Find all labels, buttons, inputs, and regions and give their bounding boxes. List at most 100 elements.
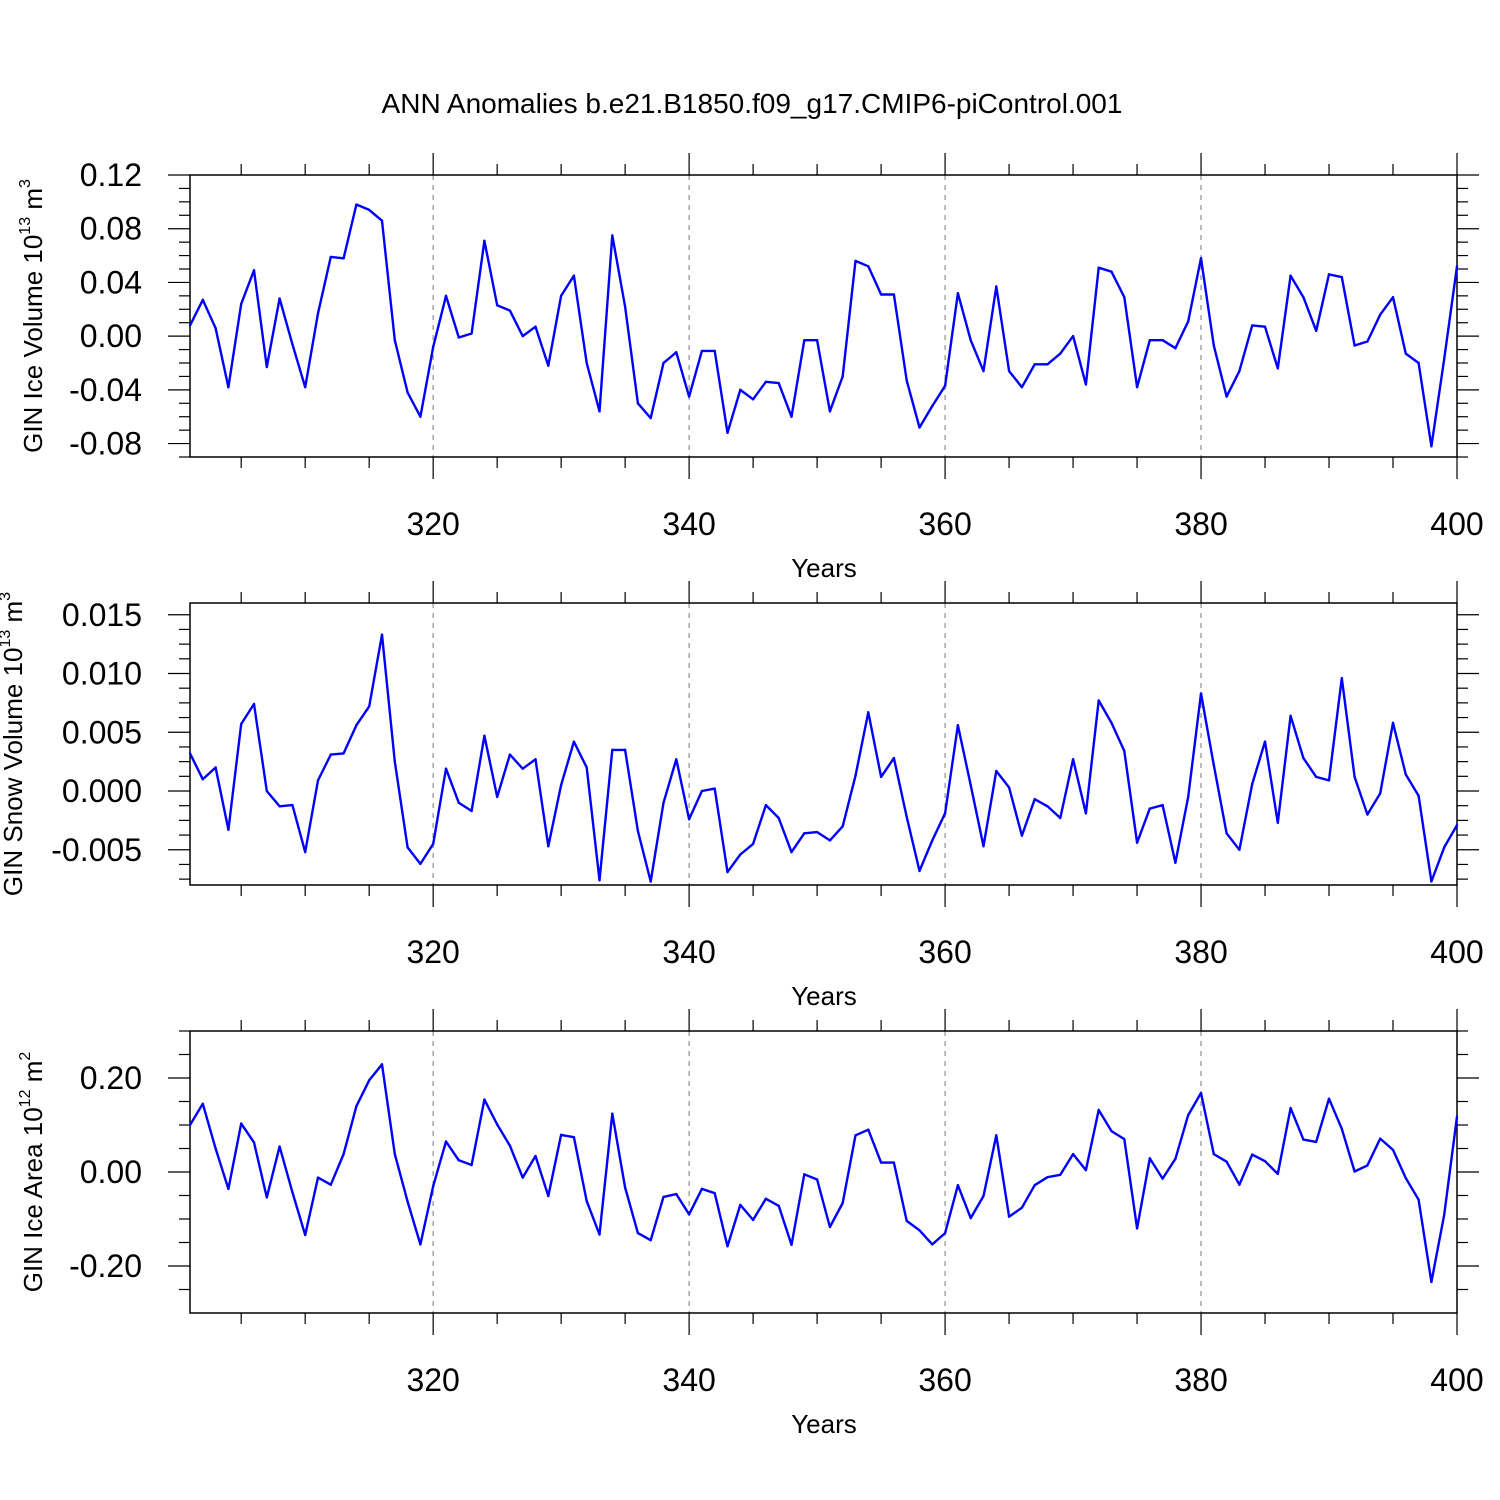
data-point [419,1243,422,1246]
data-point [1097,1108,1100,1112]
data-point [739,388,742,392]
data-point [559,294,563,298]
y-axis-label: GIN Ice Area 1012 m2 [17,1052,48,1293]
data-point [252,702,256,706]
data-point [662,801,665,804]
data-point [649,1238,652,1242]
data-point [982,1194,985,1198]
y-tick-label: 0.010 [62,656,142,692]
data-point [521,334,524,338]
data-point [316,779,320,782]
data-point [918,1229,921,1232]
x-tick-label: 360 [918,934,971,970]
data-point [1315,775,1318,779]
data-point [227,1187,230,1191]
data-point [1033,798,1036,801]
data-point [1148,338,1152,342]
data-point [956,1183,960,1187]
data-point [892,293,896,296]
data-point [572,740,576,743]
data-point [751,842,755,846]
data-point [534,758,537,761]
data-point [662,1195,665,1199]
data-point [1225,395,1228,398]
data-point [687,818,691,821]
data-point [1097,699,1100,702]
data-point [1263,1159,1267,1163]
data-point [1199,257,1203,260]
data-point [431,345,435,349]
data-point [1161,803,1164,807]
data-point [1007,786,1011,789]
x-tick-label: 340 [662,934,715,970]
data-point [1161,1177,1164,1180]
data-point [393,760,396,763]
plot-frame [189,174,1458,458]
data-point [969,338,972,342]
data-point [751,398,755,401]
data-point [214,766,217,769]
data-point [687,395,691,398]
data-point [931,839,934,842]
data-point [342,1152,345,1156]
data-point [611,1112,614,1115]
data-point [201,1102,204,1106]
data-point [1238,848,1241,851]
data-point [444,294,448,298]
data-point [1417,794,1420,797]
data-point [1276,821,1280,824]
data-point [303,850,307,854]
data-point [457,336,460,339]
data-point [1212,1152,1216,1156]
data-point [982,845,985,848]
x-tick-label: 380 [1174,934,1227,970]
data-point [1455,823,1459,827]
data-point [1430,445,1433,448]
data-point [675,351,678,354]
data-point [828,410,832,413]
data-point [1302,1138,1305,1141]
data-point [470,332,473,335]
data-point [1276,1172,1280,1176]
data-point [367,705,371,708]
data-point [713,349,716,353]
data-point [444,1140,448,1143]
data-point [1174,861,1177,864]
panel-ice-area: -0.20 0.00 0.20 320 340 360 380 400 Years GIN Ice… [17,1009,1484,1439]
data-point [1046,805,1049,808]
x-tick-label: 320 [406,506,459,542]
x-tick-label: 380 [1174,1362,1227,1398]
data-point [1455,1115,1459,1118]
data-point [675,1192,678,1196]
data-point [1263,325,1267,328]
data-point [1404,352,1408,355]
data-point [406,391,409,394]
data-point [572,1136,576,1139]
data-point [1391,296,1395,299]
plot-frame [189,602,1458,886]
x-tick-label: 400 [1430,1362,1483,1398]
data-point [1353,775,1356,779]
data-point [815,338,819,342]
data-point [559,783,563,787]
data-point [188,752,192,755]
data-point [1404,1176,1408,1180]
data-point [892,756,896,760]
data-point [764,1197,768,1200]
data-point [1059,816,1062,820]
data-point [1327,1097,1331,1100]
data-point [559,1133,563,1137]
data-point [265,365,268,369]
data-point [316,1176,320,1179]
data-point [406,1200,409,1203]
data-point [380,1063,384,1066]
data-point [1366,813,1369,816]
data-point [457,801,460,804]
data-point [380,219,384,222]
panel-ice-volume: -0.08 -0.04 0.00 0.04 0.08 0.12 320 340 360 380 40… [17,153,1484,583]
data-point [508,1144,512,1147]
y-tick-label: -0.005 [51,832,142,868]
y-tick-label: -0.20 [69,1248,142,1284]
x-tick-label: 360 [918,506,971,542]
